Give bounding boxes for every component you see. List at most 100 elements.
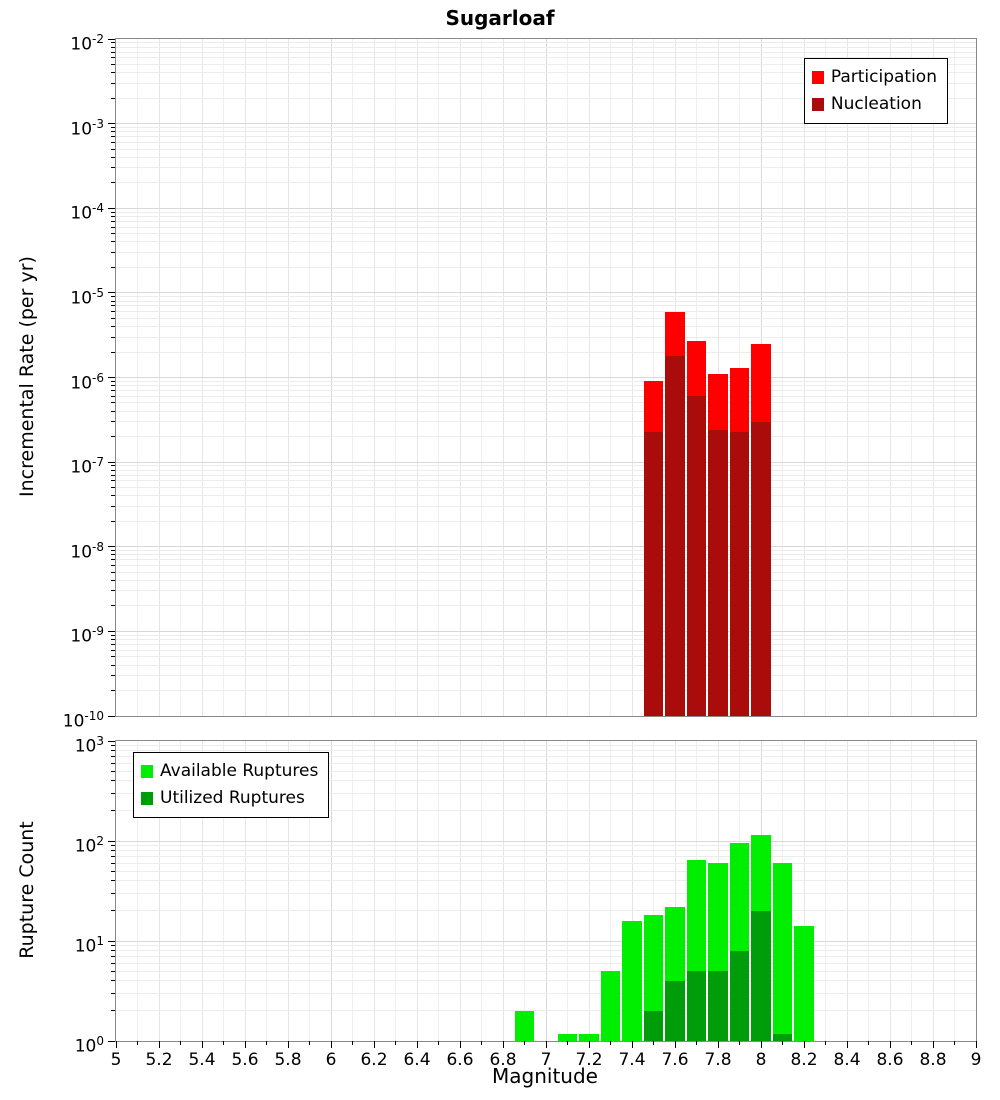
gridline-horizontal — [116, 167, 976, 169]
y-tick-label: 10-7 — [70, 455, 104, 478]
y-tick — [108, 461, 115, 463]
incremental-rate-plot — [115, 38, 977, 717]
y-tick-label: 10-5 — [70, 285, 104, 309]
y-tick — [108, 840, 115, 842]
y-minor-tick — [111, 385, 115, 387]
x-minor-tick — [266, 1041, 267, 1045]
y-minor-tick — [111, 980, 115, 982]
gridline-horizontal — [116, 380, 976, 382]
x-tick — [502, 1041, 504, 1048]
y-minor-tick — [111, 465, 115, 467]
y-tick-label: 102 — [74, 834, 104, 857]
gridline-horizontal — [116, 251, 976, 253]
gridline-horizontal — [116, 643, 976, 645]
y-minor-tick — [111, 855, 115, 857]
gridline-horizontal — [116, 855, 976, 857]
x-minor-tick — [610, 1041, 611, 1045]
gridline-vertical — [954, 741, 955, 1041]
y-minor-tick — [111, 870, 115, 872]
gridline-horizontal — [116, 63, 976, 65]
x-tick-label: 8.6 — [876, 1050, 904, 1070]
y-axis-title-incremental-rate: Incremental Rate (per yr) — [16, 256, 38, 497]
y-tick — [108, 123, 115, 125]
y-minor-tick — [111, 571, 115, 573]
gridline-horizontal — [116, 750, 976, 752]
gridline-horizontal — [116, 649, 976, 651]
bar-nucleation — [665, 355, 685, 716]
gridline-vertical — [352, 741, 353, 1041]
gridline-horizontal — [116, 207, 976, 209]
y-minor-tick — [111, 643, 115, 645]
y-minor-tick — [111, 755, 115, 757]
x-minor-tick — [567, 1041, 568, 1045]
x-minor-tick — [782, 1041, 783, 1045]
y-minor-tick — [111, 474, 115, 476]
y-minor-tick — [111, 51, 115, 53]
y-minor-tick — [111, 82, 115, 84]
bar-utilized-ruptures — [772, 1034, 793, 1041]
gridline-horizontal — [116, 182, 976, 184]
y-minor-tick — [111, 410, 115, 412]
gridline-vertical — [481, 741, 482, 1041]
gridline-horizontal — [116, 780, 976, 782]
gridline-horizontal — [116, 579, 976, 581]
x-tick — [932, 1041, 934, 1048]
gridline-horizontal — [116, 546, 976, 548]
gridline-horizontal — [116, 690, 976, 692]
gridline-horizontal — [116, 770, 976, 772]
gridline-vertical — [889, 741, 891, 1041]
gridline-vertical — [674, 741, 676, 1041]
y-minor-tick — [111, 380, 115, 382]
y-minor-tick — [111, 421, 115, 423]
y-minor-tick — [111, 520, 115, 522]
y-minor-tick — [111, 495, 115, 497]
gridline-horizontal — [116, 480, 976, 482]
gridline-vertical — [330, 741, 332, 1041]
y-minor-tick — [111, 487, 115, 489]
y-minor-tick — [111, 317, 115, 319]
y-minor-tick — [111, 892, 115, 894]
chart-title: Sugarloaf — [445, 6, 555, 30]
y-minor-tick — [111, 850, 115, 852]
y-minor-tick — [111, 656, 115, 658]
y-minor-tick — [111, 634, 115, 636]
gridline-vertical — [309, 741, 310, 1041]
y-minor-tick — [111, 390, 115, 392]
y-tick — [108, 940, 115, 942]
gridline-horizontal — [116, 590, 976, 592]
x-tick — [330, 1041, 332, 1048]
y-minor-tick — [111, 351, 115, 353]
gridline-horizontal — [116, 336, 976, 338]
gridline-horizontal — [116, 461, 976, 463]
x-tick — [803, 1041, 805, 1048]
gridline-horizontal — [116, 559, 976, 561]
x-tick — [674, 1041, 676, 1048]
gridline-horizontal — [116, 840, 976, 842]
gridline-vertical — [223, 741, 224, 1041]
x-tick — [717, 1041, 719, 1048]
y-minor-tick — [111, 745, 115, 747]
y-minor-tick — [111, 605, 115, 607]
gridline-horizontal — [116, 992, 976, 994]
x-tick — [287, 1041, 289, 1048]
x-tick-label: 7.8 — [704, 1050, 732, 1070]
y-minor-tick — [111, 792, 115, 794]
x-tick-label: 5.4 — [188, 1050, 216, 1070]
gridline-horizontal — [116, 762, 976, 764]
y-tick — [108, 38, 115, 40]
y-tick — [108, 630, 115, 632]
gridline-horizontal — [116, 385, 976, 387]
gridline-horizontal — [116, 156, 976, 158]
x-minor-tick — [696, 1041, 697, 1045]
gridline-horizontal — [116, 402, 976, 404]
y-minor-tick — [111, 402, 115, 404]
gridline-vertical — [825, 741, 826, 1041]
x-minor-tick — [739, 1041, 740, 1045]
bar-nucleation — [686, 396, 707, 716]
x-tick — [115, 1041, 117, 1048]
gridline-horizontal — [116, 810, 976, 812]
gridline-horizontal — [116, 675, 976, 677]
x-tick-label: 5.2 — [145, 1050, 173, 1070]
gridline-vertical — [459, 741, 461, 1041]
gridline-vertical — [158, 741, 160, 1041]
